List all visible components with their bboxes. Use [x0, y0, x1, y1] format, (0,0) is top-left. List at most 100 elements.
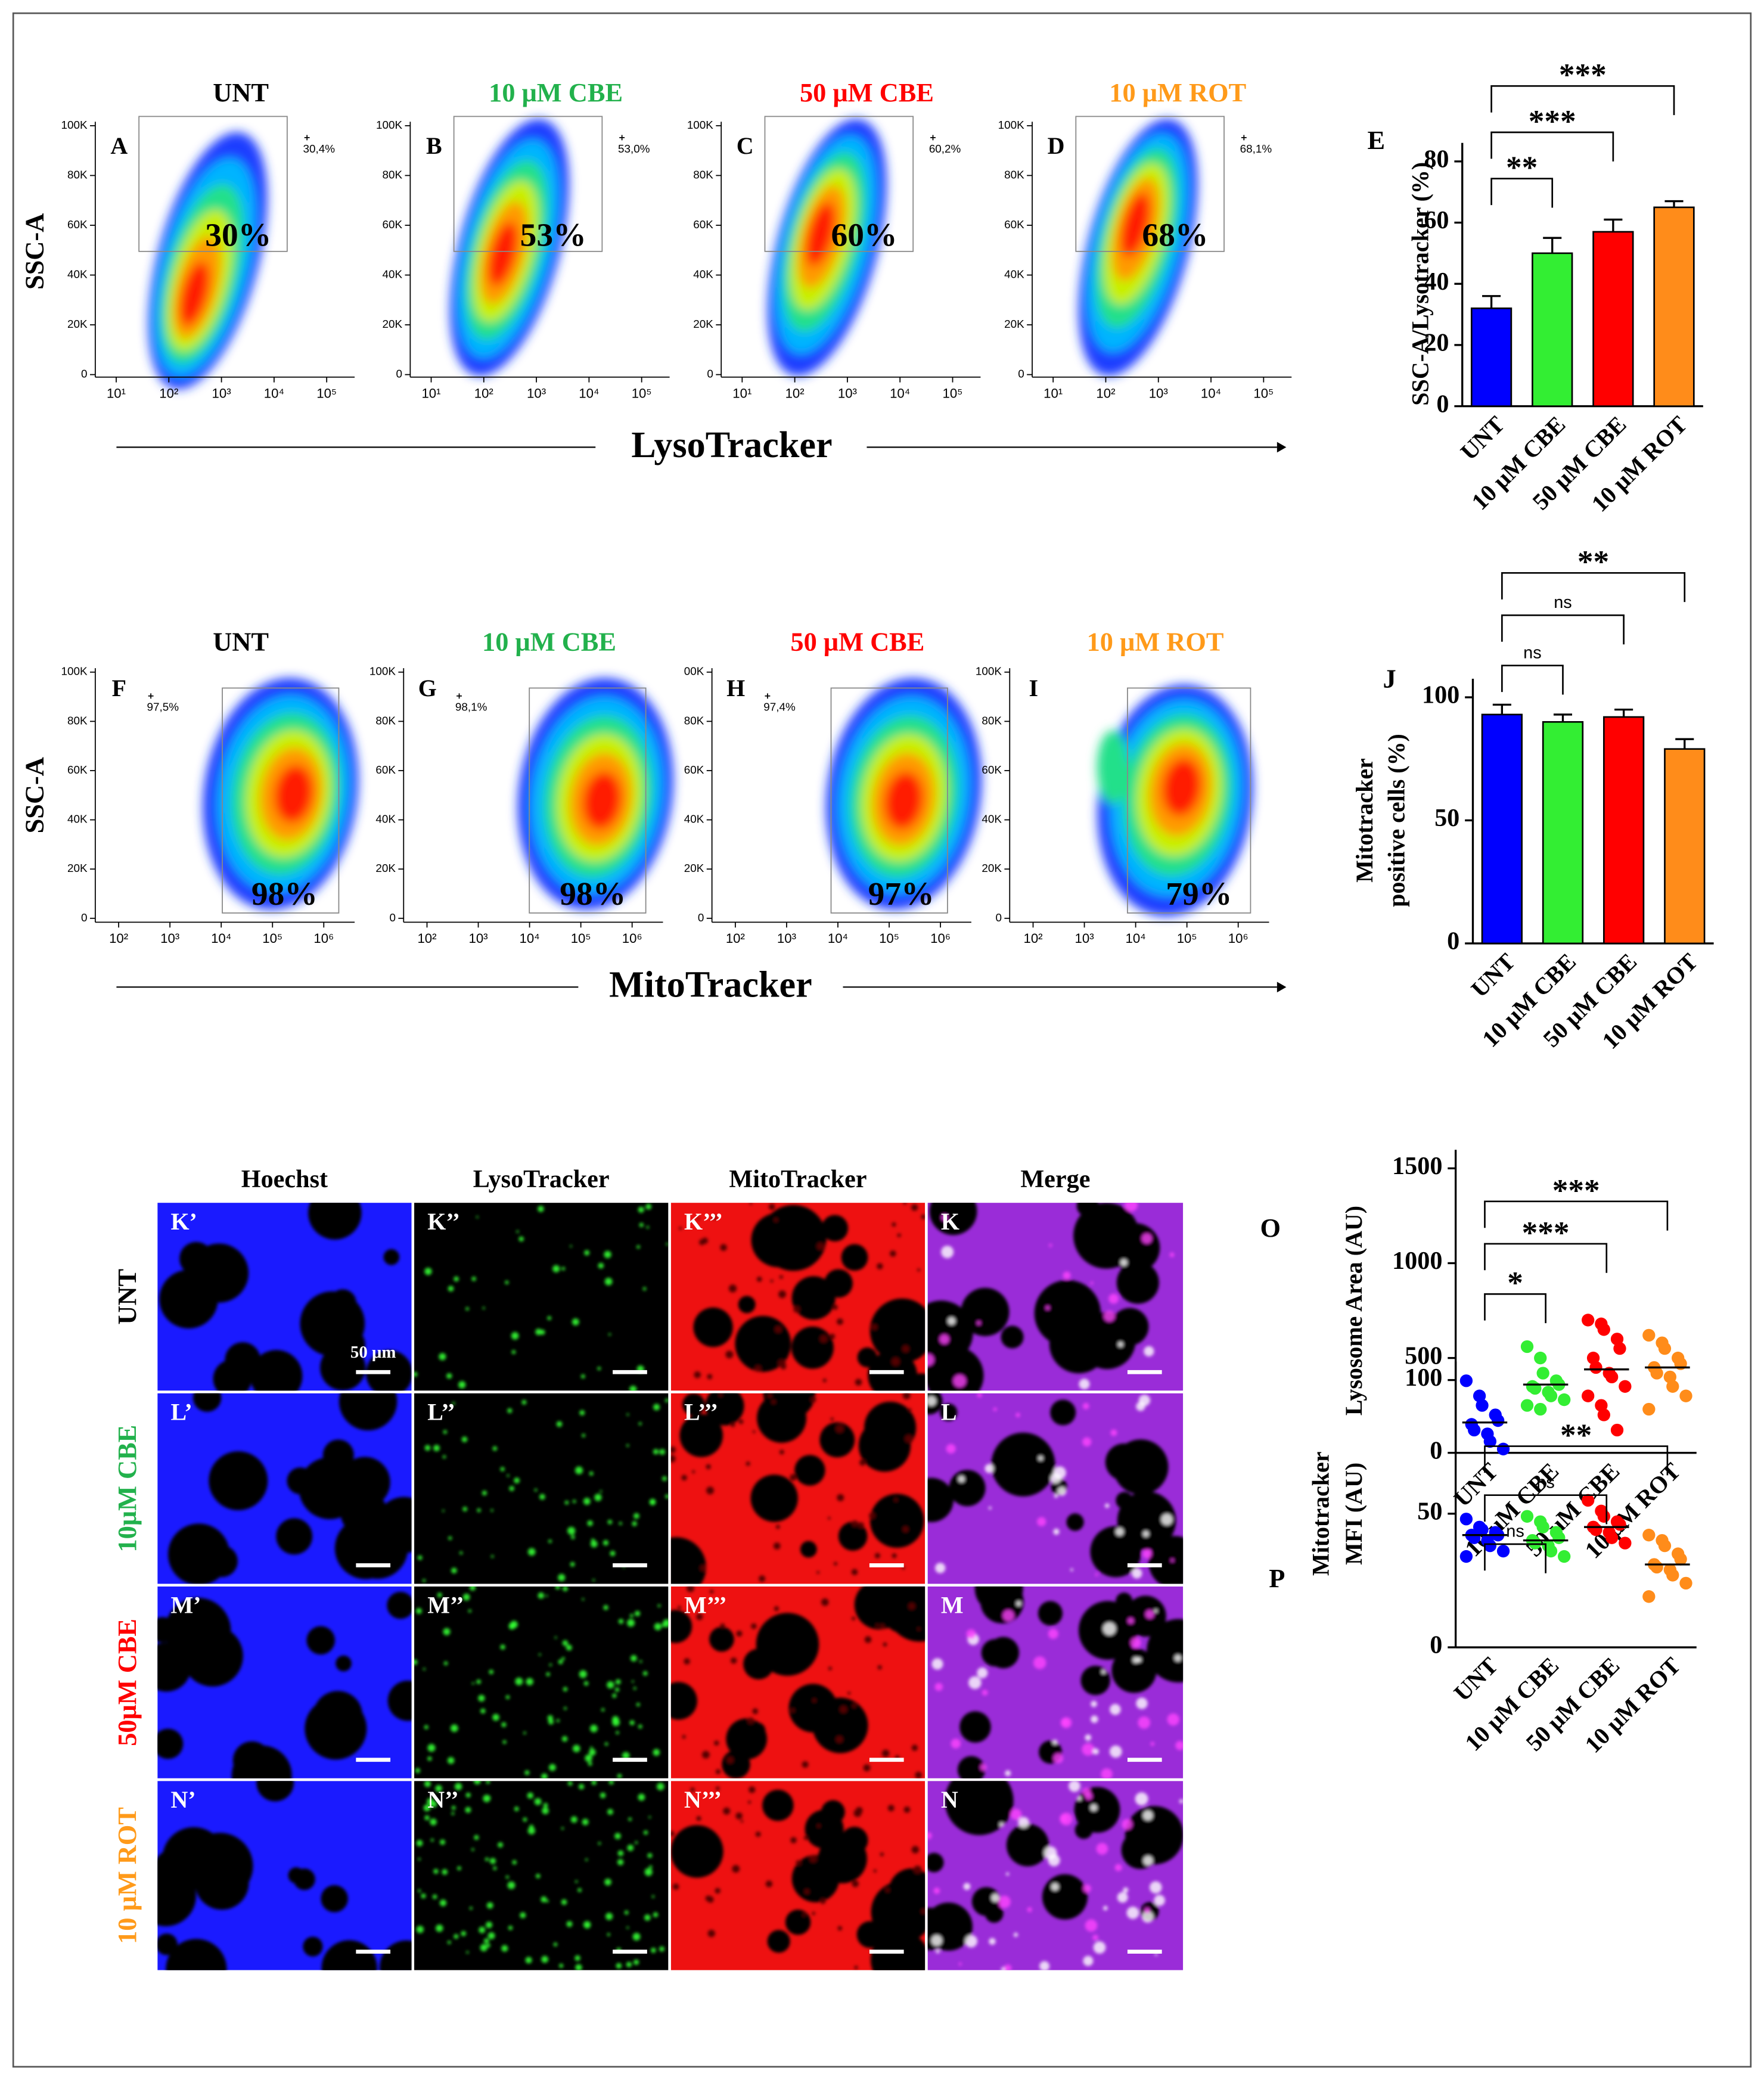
texture-spot	[715, 1769, 721, 1774]
texture-spot	[1116, 1261, 1159, 1304]
texture-spot	[1125, 1806, 1184, 1865]
y-tick-label: 60K	[982, 763, 1002, 776]
texture-spot	[619, 1522, 622, 1525]
texture-spot	[672, 1883, 679, 1890]
y-tick-label: 0	[396, 368, 403, 380]
texture-spot	[1144, 1907, 1150, 1914]
texture-spot	[338, 1393, 397, 1431]
texture-spot	[749, 1203, 753, 1205]
texture-spot	[666, 1243, 669, 1246]
texture-spot	[525, 1957, 532, 1964]
dot	[1534, 1351, 1547, 1365]
row-label: UNT	[112, 1269, 142, 1325]
texture-spot	[709, 1626, 734, 1652]
dot	[1459, 1513, 1473, 1526]
texture-spot	[1083, 1955, 1094, 1966]
x-tick-label: 10⁵	[316, 386, 337, 401]
dot	[1520, 1340, 1534, 1353]
texture-spot	[600, 1490, 603, 1493]
texture-spot	[250, 1350, 303, 1391]
y-tick-label: 80K	[375, 714, 396, 727]
texture-spot	[927, 1852, 944, 1873]
texture-spot	[921, 1214, 926, 1219]
texture	[670, 1393, 924, 1584]
texture	[927, 1203, 1175, 1391]
texture-spot	[908, 1603, 915, 1610]
texture-spot	[941, 1246, 954, 1259]
texture-spot	[448, 1536, 452, 1540]
texture-spot	[767, 1930, 790, 1953]
texture-spot	[380, 1940, 412, 1970]
gate-marker	[304, 135, 310, 141]
texture-spot	[582, 1818, 589, 1826]
texture-spot	[1092, 1748, 1099, 1755]
density-layer	[274, 765, 313, 823]
texture-spot	[580, 1374, 585, 1379]
texture-spot	[1142, 1549, 1152, 1559]
dot	[1642, 1590, 1656, 1603]
texture-spot	[556, 1719, 560, 1722]
gate-percent: 60%	[831, 217, 897, 253]
texture-spot	[518, 1236, 524, 1242]
texture-spot	[474, 1781, 481, 1785]
texture-spot	[755, 1831, 761, 1837]
panel-letter: C	[737, 132, 754, 159]
x-tick-label: 10⁵	[943, 386, 963, 401]
texture-spot	[476, 1216, 479, 1218]
texture-spot	[633, 1959, 639, 1965]
dot	[1666, 1569, 1679, 1582]
texture-spot	[905, 1435, 913, 1443]
x-tick-label: 10³	[469, 931, 488, 946]
texture-spot	[927, 1832, 932, 1840]
texture-spot	[502, 1740, 507, 1744]
texture-spot	[347, 1517, 408, 1579]
texture-spot	[511, 1350, 516, 1355]
gate	[222, 687, 340, 914]
x-tick-label: 10⁴	[264, 386, 284, 401]
texture-spot	[836, 1424, 844, 1433]
texture-spot	[1053, 1528, 1060, 1535]
texture-spot	[512, 1860, 517, 1865]
x-tick-label: 10⁶	[1228, 931, 1249, 946]
x-tick-label: 10¹	[421, 386, 440, 401]
x-tick-label: 10⁶	[930, 931, 951, 946]
texture-spot	[762, 1789, 794, 1821]
dot	[1658, 1342, 1672, 1355]
texture-spot	[562, 1640, 569, 1646]
dot	[1642, 1529, 1656, 1542]
texture-spot	[486, 1781, 490, 1784]
texture-spot	[1044, 1846, 1057, 1859]
texture-spot	[892, 1553, 897, 1559]
y-tick-label: 60K	[67, 218, 88, 231]
texture-spot	[796, 1860, 802, 1865]
texture-spot	[991, 1432, 1055, 1497]
texture-spot	[1093, 1941, 1106, 1954]
texture-spot	[771, 1399, 776, 1404]
texture-spot	[1042, 1874, 1088, 1920]
texture-spot	[1141, 1233, 1153, 1244]
texture-spot	[765, 1880, 773, 1887]
texture-spot	[617, 1850, 624, 1857]
texture-spot	[774, 1218, 778, 1222]
texture-spot	[610, 1550, 616, 1556]
density-layer	[884, 771, 924, 830]
y-tick-label: 40K	[67, 268, 88, 280]
texture-spot	[1027, 1907, 1032, 1913]
texture-spot	[1120, 1259, 1128, 1266]
texture-spot	[917, 1268, 921, 1272]
texture-spot	[720, 1244, 727, 1251]
texture-spot	[934, 1563, 946, 1573]
texture-spot	[790, 1837, 797, 1843]
y-tick-label: 40K	[982, 813, 1002, 825]
texture-spot	[1113, 1439, 1169, 1495]
x-tick-label: 10¹	[1044, 386, 1063, 401]
panel-label: L’’’	[684, 1398, 718, 1425]
texture-spot	[424, 1445, 431, 1451]
texture-spot	[559, 1963, 564, 1968]
texture-spot	[482, 1306, 485, 1309]
micrograph-bg	[414, 1203, 669, 1391]
texture-spot	[894, 1498, 898, 1502]
texture-spot	[880, 1623, 885, 1629]
texture-spot	[572, 1318, 579, 1326]
texture-spot	[974, 1586, 1023, 1613]
